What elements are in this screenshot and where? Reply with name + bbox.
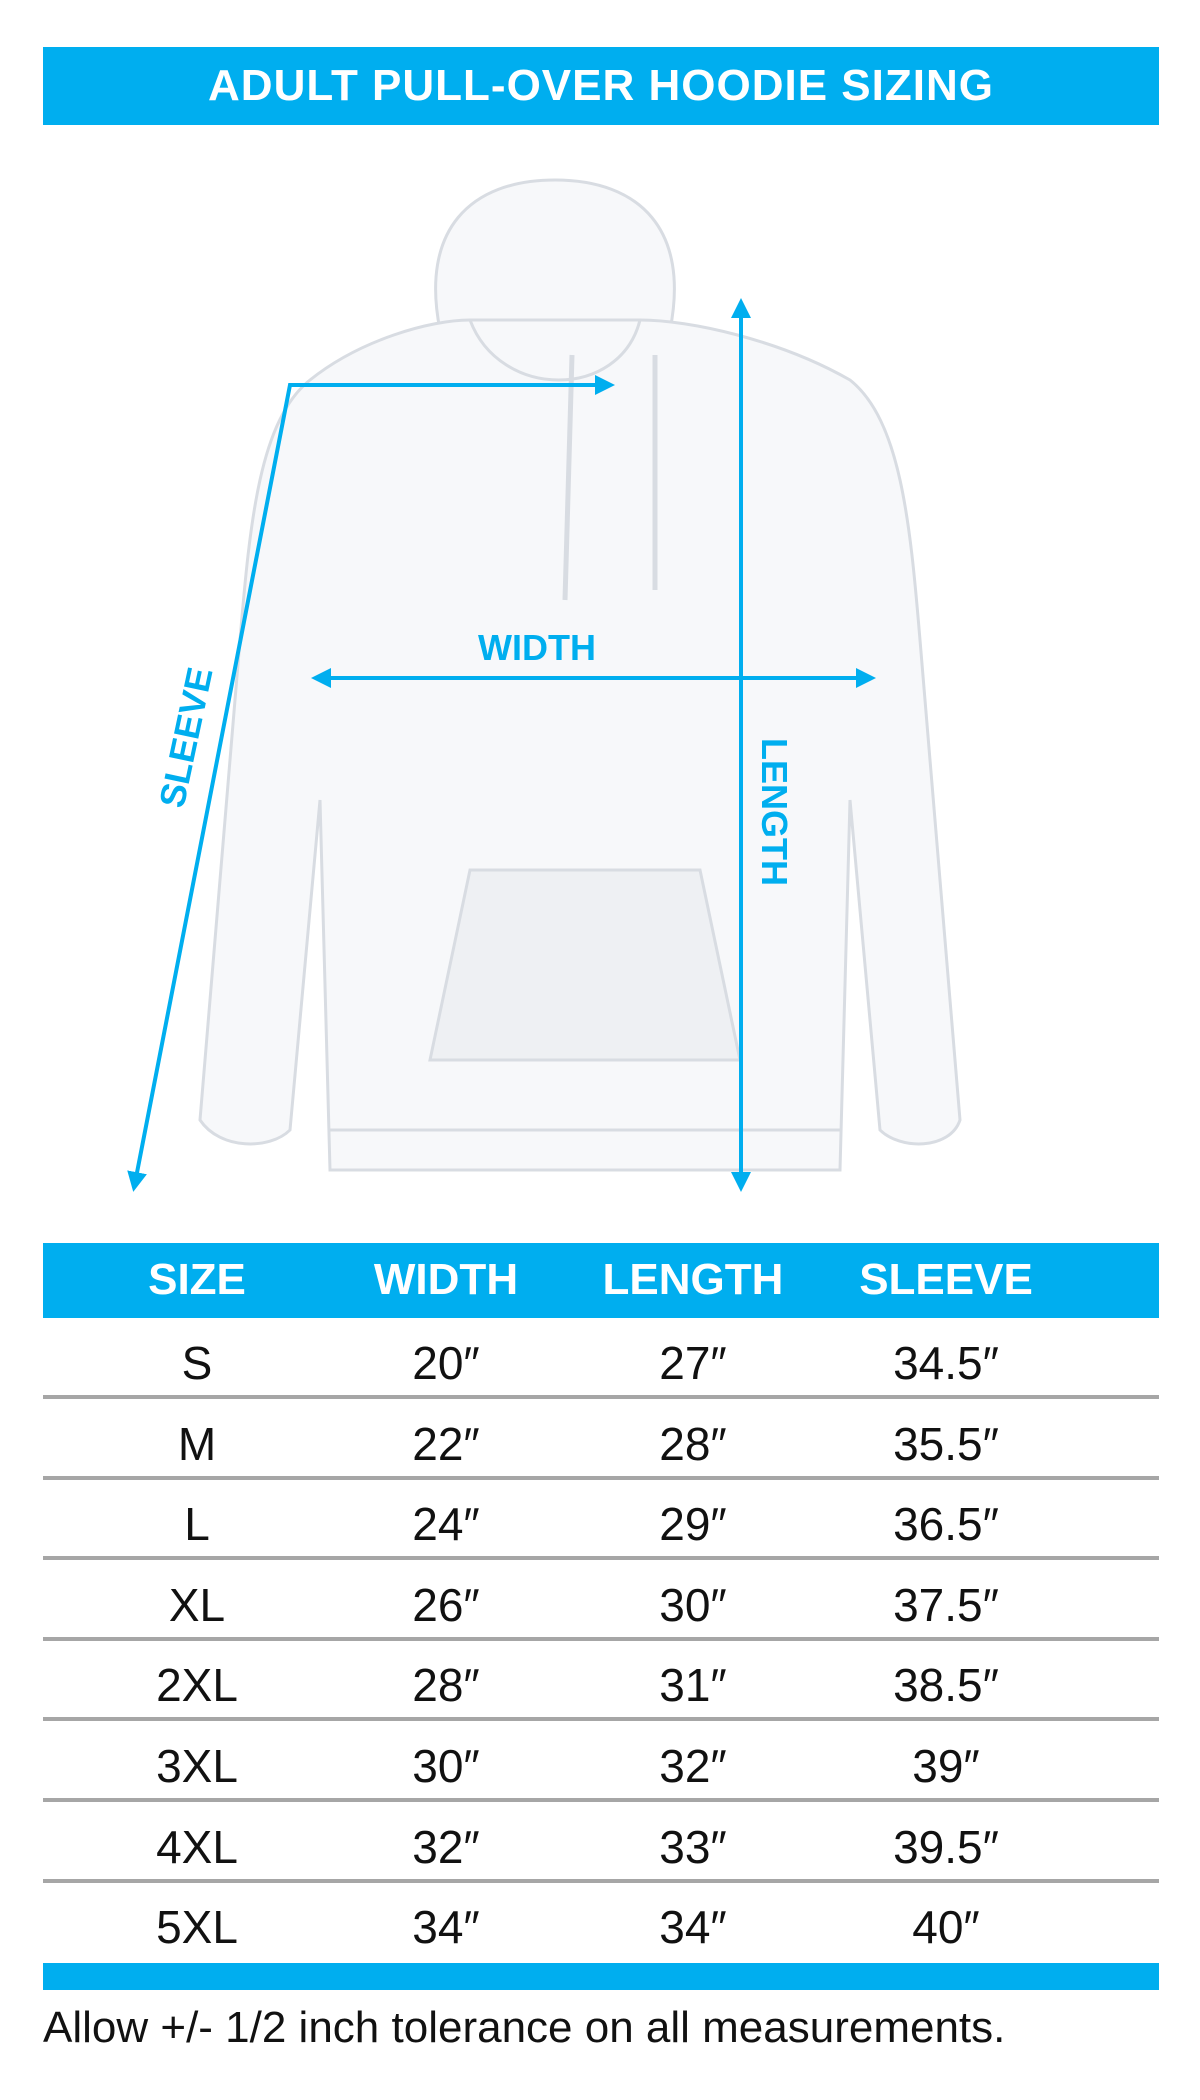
header-width: WIDTH <box>373 1255 519 1304</box>
title-banner: ADULT PULL-OVER HOODIE SIZING <box>43 47 1159 125</box>
row-divider <box>43 1556 1159 1561</box>
row-divider <box>43 1878 1159 1883</box>
cell-length: 32″ <box>659 1740 727 1792</box>
cell-size: 2XL <box>156 1659 238 1712</box>
cell-width: 32″ <box>412 1820 480 1873</box>
header-sleeve: SLEEVE <box>859 1255 1033 1304</box>
cell-sleeve: 38.5″ <box>893 1659 999 1712</box>
cell-width: 28″ <box>412 1659 480 1712</box>
cell-length: 29″ <box>659 1498 727 1551</box>
length-label: LENGTH <box>754 738 795 886</box>
hoodie-diagram: WIDTH LENGTH SLEEVE <box>127 178 962 1192</box>
cell-size: 5XL <box>156 1901 238 1954</box>
cell-sleeve: 34.5″ <box>893 1337 999 1389</box>
table-row: L 24″ 29″ 36.5″ <box>43 1479 1159 1561</box>
cell-width: 22″ <box>412 1417 480 1470</box>
cell-sleeve: 35.5″ <box>893 1417 999 1470</box>
cell-size: S <box>181 1337 213 1389</box>
cell-sleeve: 39″ <box>912 1740 980 1792</box>
row-divider <box>43 1475 1159 1480</box>
cell-sleeve: 40″ <box>912 1901 980 1954</box>
cell-size: 4XL <box>156 1820 238 1873</box>
cell-length: 33″ <box>659 1820 727 1873</box>
sleeve-arrow <box>127 375 615 1192</box>
header-length: LENGTH <box>602 1255 784 1304</box>
cell-length: 28″ <box>659 1417 727 1470</box>
row-divider <box>43 1636 1159 1641</box>
table-row: 2XL 28″ 31″ 38.5″ <box>43 1640 1159 1722</box>
cell-width: 20″ <box>412 1337 480 1389</box>
cell-length: 27″ <box>659 1337 727 1389</box>
table-row: 4XL 32″ 33″ 39.5″ <box>43 1802 1159 1883</box>
table-header: SIZE WIDTH LENGTH SLEEVE <box>43 1243 1159 1318</box>
table-row: 5XL 34″ 34″ 40″ <box>43 1882 1159 1963</box>
cell-size: 3XL <box>156 1740 238 1792</box>
table-row: 3XL 30″ 32″ 39″ <box>43 1721 1159 1802</box>
cell-width: 24″ <box>412 1498 480 1551</box>
cell-size: L <box>184 1498 210 1551</box>
cell-sleeve: 39.5″ <box>893 1820 999 1873</box>
cell-sleeve: 37.5″ <box>893 1578 999 1631</box>
table-row: S 20″ 27″ 34.5″ <box>43 1318 1159 1399</box>
page-title: ADULT PULL-OVER HOODIE SIZING <box>208 61 994 110</box>
cell-length: 31″ <box>659 1659 727 1712</box>
cell-width: 34″ <box>412 1901 480 1954</box>
cell-width: 30″ <box>412 1740 480 1792</box>
row-divider <box>43 1717 1159 1722</box>
table-row: M 22″ 28″ 35.5″ <box>43 1399 1159 1480</box>
cell-width: 26″ <box>412 1578 480 1631</box>
table-bottom-bar <box>43 1963 1159 1990</box>
tolerance-note: Allow +/- 1/2 inch tolerance on all meas… <box>43 2003 1006 2052</box>
cell-size: XL <box>168 1578 226 1631</box>
table-row: XL 26″ 30″ 37.5″ <box>43 1560 1159 1641</box>
hoodie-image <box>198 178 962 1172</box>
row-divider <box>43 1395 1159 1399</box>
row-divider <box>43 1798 1159 1802</box>
width-label: WIDTH <box>478 627 596 668</box>
cell-size: M <box>177 1417 217 1470</box>
header-size: SIZE <box>148 1255 246 1304</box>
cell-length: 34″ <box>659 1901 727 1954</box>
cell-length: 30″ <box>659 1578 727 1631</box>
cell-sleeve: 36.5″ <box>893 1498 999 1551</box>
